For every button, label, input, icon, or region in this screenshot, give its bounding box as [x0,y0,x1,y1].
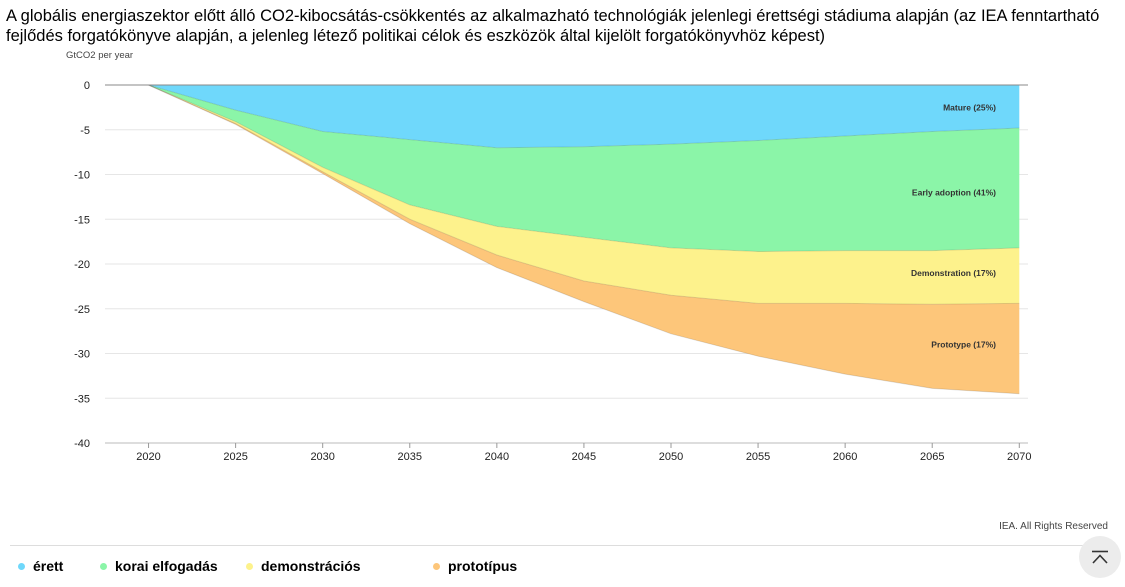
area-chart: 2020 2025 2030 2035 2040 2045 2050 2055 2060 2065… [74,80,1031,463]
legend-swatch-prototype [433,562,440,570]
legend-label-demonstration: demonstrációs [261,558,361,574]
series-label-2: Demonstration (17%) [911,268,996,278]
legend-label-early-adoption: korai elfogadás [115,558,218,574]
x-tick-label: 2070 [1007,451,1031,463]
area-series-2 [105,85,1020,305]
legend-swatch-demonstration [246,562,253,570]
legend-item-prototype[interactable]: prototípus [433,558,517,574]
y-tick-label: -20 [74,259,90,271]
area-series-0 [105,85,1020,148]
legend-item-mature[interactable]: érett [18,558,63,574]
y-tick-label: 0 [84,80,90,92]
series-boundary-line [105,84,1020,395]
legend-label-mature: érett [33,558,64,574]
x-tick-label: 2065 [920,451,944,463]
x-tick-label: 2060 [833,451,857,463]
series-label-1: Early adoption (41%) [912,187,996,197]
legend-swatch-mature [18,562,25,570]
x-tick-label: 2055 [746,451,770,463]
y-axis-label: GtCO2 per year [66,50,134,61]
series-label-3: Prototype (17%) [931,340,996,350]
series-boundary-line [105,84,1020,305]
legend-label-prototype: prototípus [448,558,518,574]
series-boundary-line [105,84,1020,253]
x-tick-label: 2030 [310,451,334,463]
legend-divider [10,545,1110,546]
legend-item-demonstration[interactable]: demonstrációs [246,558,361,574]
y-tick-label: -5 [80,125,90,137]
y-tick-label: -10 [74,170,90,182]
legend: érett korai elfogadás demonstrációs prot… [0,558,1100,578]
y-tick-label: -35 [74,393,90,405]
x-tick-label: 2020 [136,451,160,463]
y-tick-label: -15 [74,214,90,226]
x-tick-label: 2035 [398,451,422,463]
x-tick-label: 2045 [572,451,596,463]
x-tick-label: 2025 [223,451,247,463]
y-tick-label: -30 [74,349,90,361]
y-tick-label: -40 [74,438,90,450]
x-tick-label: 2040 [485,451,509,463]
y-tick-label: -25 [74,304,90,316]
legend-swatch-early-adoption [100,562,107,570]
legend-item-early-adoption[interactable]: korai elfogadás [100,558,218,574]
series-boundary-line [105,84,1020,149]
x-tick-label: 2050 [659,451,683,463]
chart-title: A globális energiaszektor előtt álló CO2… [6,7,1100,45]
credit-text: IEA. All Rights Reserved [999,521,1108,532]
series-label-0: Mature (25%) [943,102,996,112]
scroll-to-top-icon [1092,550,1108,564]
area-series-3 [105,85,1020,394]
scroll-to-top-button[interactable] [1079,536,1121,578]
area-series-1 [105,85,1020,252]
